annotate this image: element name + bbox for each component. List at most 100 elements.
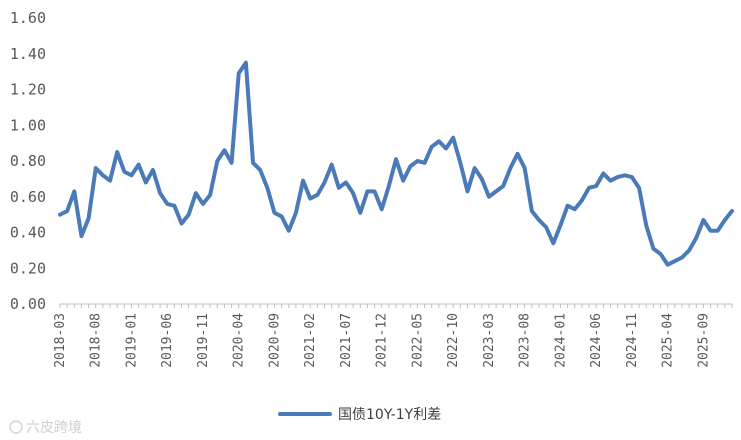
x-axis-tick-marks (59, 304, 733, 308)
data-point (508, 166, 512, 170)
y-tick-label: 1.40 (10, 45, 46, 63)
data-point (458, 161, 462, 165)
y-tick-label: 0.80 (10, 152, 46, 170)
data-point (287, 229, 291, 233)
data-point (723, 218, 727, 222)
data-point (237, 71, 241, 75)
data-point (594, 184, 598, 188)
x-tick-label: 2020-09 (267, 313, 282, 368)
data-point (180, 222, 184, 226)
data-point (530, 209, 534, 213)
x-tick-label: 2025-04 (661, 313, 676, 368)
y-tick-label: 0.00 (10, 295, 46, 313)
data-point (129, 173, 133, 177)
data-point (673, 259, 677, 263)
x-tick-label: 2020-04 (232, 313, 247, 368)
x-tick-label: 2021-02 (303, 313, 318, 368)
data-point (730, 209, 734, 213)
data-point (244, 61, 248, 65)
data-point (473, 166, 477, 170)
data-point (365, 189, 369, 193)
data-point (637, 186, 641, 190)
data-point (330, 163, 334, 167)
data-point (137, 163, 141, 167)
data-point (430, 145, 434, 149)
data-point (415, 159, 419, 163)
y-tick-label: 1.00 (10, 116, 46, 134)
data-point (222, 148, 226, 152)
x-tick-label: 2024-06 (589, 313, 604, 368)
data-point (387, 184, 391, 188)
x-axis-tick-labels: 2018-03 2018-08 2019-01 2019-06 2019-11 2020-… (53, 313, 711, 368)
data-point (551, 241, 555, 245)
data-point (694, 236, 698, 240)
data-point (323, 180, 327, 184)
data-point (194, 191, 198, 195)
data-point (394, 157, 398, 161)
data-point (315, 193, 319, 197)
data-point (301, 179, 305, 183)
data-point (380, 207, 384, 211)
data-point (437, 139, 441, 143)
data-point (709, 229, 713, 233)
data-point (272, 211, 276, 215)
data-point (144, 180, 148, 184)
data-point (423, 161, 427, 165)
data-point (494, 189, 498, 193)
data-point (608, 179, 612, 183)
data-point (201, 202, 205, 206)
data-point (373, 189, 377, 193)
x-tick-label: 2023-08 (518, 313, 533, 368)
x-tick-label: 2021-07 (339, 313, 354, 368)
y-tick-label: 1.60 (10, 9, 46, 27)
data-point (465, 189, 469, 193)
data-point (537, 218, 541, 222)
data-point (337, 186, 341, 190)
data-point (94, 166, 98, 170)
data-point (666, 263, 670, 267)
data-point (451, 136, 455, 140)
data-point (280, 214, 284, 218)
y-tick-label: 0.40 (10, 224, 46, 242)
data-point (573, 207, 577, 211)
data-point (701, 218, 705, 222)
data-point (408, 164, 412, 168)
data-point (580, 198, 584, 202)
data-point (480, 177, 484, 181)
data-point (716, 229, 720, 233)
data-point (523, 166, 527, 170)
x-tick-label: 2022-05 (410, 313, 425, 368)
legend: 国债10Y-1Y利差 (278, 407, 441, 423)
data-point (687, 248, 691, 252)
data-point (108, 179, 112, 183)
data-point (444, 146, 448, 150)
data-point (172, 204, 176, 208)
x-tick-label: 2018-08 (89, 313, 104, 368)
y-tick-label: 0.20 (10, 259, 46, 277)
data-point (251, 161, 255, 165)
data-point (187, 213, 191, 217)
data-point (358, 211, 362, 215)
data-point (616, 175, 620, 179)
x-tick-label: 2018-03 (53, 313, 68, 368)
data-point (630, 175, 634, 179)
legend-label: 国债10Y-1Y利差 (338, 407, 441, 423)
data-point (151, 168, 155, 172)
data-point (122, 170, 126, 174)
x-tick-label: 2021-12 (375, 313, 390, 368)
data-point (58, 213, 62, 217)
x-tick-label: 2024-11 (625, 313, 640, 368)
data-point (558, 223, 562, 227)
data-point (101, 173, 105, 177)
data-point (308, 197, 312, 201)
x-tick-label: 2025-09 (696, 313, 711, 368)
data-point (294, 211, 298, 215)
y-tick-label: 1.20 (10, 81, 46, 99)
data-point (208, 193, 212, 197)
data-point (87, 216, 91, 220)
data-point (680, 256, 684, 260)
data-point (72, 189, 76, 193)
data-point (65, 209, 69, 213)
data-point (401, 179, 405, 183)
data-point (265, 186, 269, 190)
